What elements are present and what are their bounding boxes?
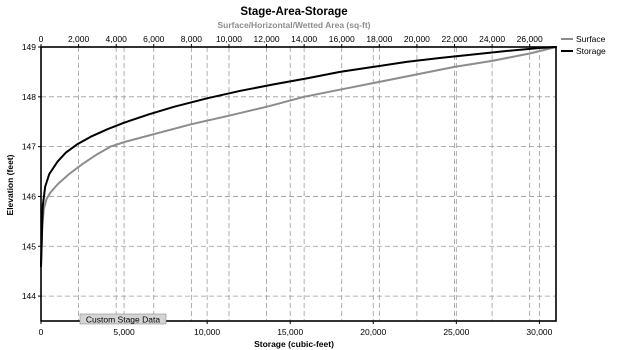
y-tick-label: 146 xyxy=(22,191,36,201)
y-tick-label: 145 xyxy=(22,241,36,251)
x-tick-label: 5,000 xyxy=(113,327,135,337)
x2-tick-label: 8,000 xyxy=(181,34,203,44)
y-tick-label: 149 xyxy=(22,42,36,52)
y-tick-label: 144 xyxy=(22,291,36,301)
x-axis-label: Storage (cubic-feet) xyxy=(254,339,334,349)
x2-tick-label: 6,000 xyxy=(143,34,165,44)
x2-tick-label: 20,000 xyxy=(404,34,430,44)
x2-tick-label: 2,000 xyxy=(68,34,90,44)
top-axis-label: Surface/Horizontal/Wetted Area (sq-ft) xyxy=(217,20,370,30)
x2-tick-label: 0 xyxy=(39,34,44,44)
x2-tick-label: 14,000 xyxy=(291,34,317,44)
x2-tick-label: 22,000 xyxy=(442,34,468,44)
legend-label-surface: Surface xyxy=(576,34,606,44)
x-tick-label: 0 xyxy=(39,327,44,337)
y-tick-label: 148 xyxy=(22,92,36,102)
x-tick-label: 15,000 xyxy=(277,327,303,337)
series-layer xyxy=(40,46,557,268)
x2-tick-label: 24,000 xyxy=(479,34,505,44)
series-line-surface xyxy=(40,46,557,268)
custom-stage-data-annotation: Custom Stage Data xyxy=(79,313,167,325)
grid-lines xyxy=(41,47,556,321)
x-tick-label: 30,000 xyxy=(526,327,552,337)
annotation-label: Custom Stage Data xyxy=(86,315,160,325)
y-axis-label: Elevation (feet) xyxy=(5,154,15,215)
x2-tick-label: 4,000 xyxy=(106,34,128,44)
x-tick-label: 25,000 xyxy=(443,327,469,337)
x2-tick-label: 18,000 xyxy=(366,34,392,44)
x2-tick-label: 10,000 xyxy=(216,34,242,44)
tick-labels: 0 5,000 10,000 15,000 20,000 25,000 30,000 0 2,0… xyxy=(22,34,553,337)
annotation-box xyxy=(79,313,167,325)
x-tick-label: 20,000 xyxy=(360,327,386,337)
series-line-storage xyxy=(40,46,557,268)
x-tick-label: 10,000 xyxy=(194,327,220,337)
x2-tick-label: 26,000 xyxy=(517,34,543,44)
y-tick-label: 147 xyxy=(22,142,36,152)
legend-label-storage: Storage xyxy=(576,46,606,56)
legend: Surface Storage xyxy=(561,34,606,56)
x2-tick-label: 16,000 xyxy=(329,34,355,44)
plot-frame xyxy=(40,46,557,322)
x2-tick-label: 12,000 xyxy=(254,34,280,44)
chart-title: Stage-Area-Storage xyxy=(240,6,347,18)
